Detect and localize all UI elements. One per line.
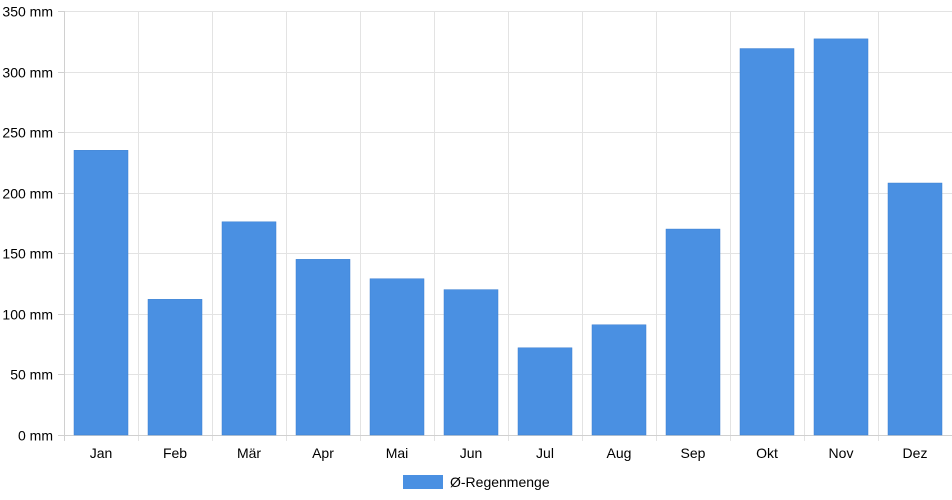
x-tick-labels: Jan Feb Mär Apr Mai Jun Jul Aug Sep Okt Nov Dez [90, 445, 928, 461]
y-tick-label: 100 mm [2, 307, 53, 323]
y-tick-label: 300 mm [2, 65, 53, 81]
legend-label[interactable]: Ø-Regenmenge [450, 474, 550, 490]
bar-jan[interactable] [73, 150, 129, 436]
bar-okt[interactable] [739, 48, 795, 436]
x-tick-label: Aug [607, 445, 632, 461]
bar-mär[interactable] [221, 221, 277, 436]
x-tick-label: Jan [90, 445, 113, 461]
y-tick-labels: 0 mm 50 mm 100 mm 150 mm 200 mm 250 mm 300 mm 3… [2, 4, 53, 444]
x-tick-label: Dez [903, 445, 928, 461]
x-tick-label: Sep [681, 445, 706, 461]
bar-jun[interactable] [443, 289, 499, 436]
x-tick-label: Jun [460, 445, 483, 461]
y-tick-label: 50 mm [10, 367, 53, 383]
grid-lines [64, 11, 952, 441]
bars [73, 38, 943, 436]
x-tick-label: Feb [163, 445, 187, 461]
y-tick-label: 0 mm [18, 428, 53, 444]
bar-apr[interactable] [295, 259, 351, 436]
x-tick-label: Jul [536, 445, 554, 461]
legend-swatch[interactable] [403, 475, 443, 489]
x-tick-label: Apr [312, 445, 334, 461]
y-tick-label: 250 mm [2, 125, 53, 141]
x-tick-label: Mai [386, 445, 409, 461]
bar-dez[interactable] [887, 182, 943, 436]
bar-jul[interactable] [517, 347, 573, 436]
bar-sep[interactable] [665, 228, 721, 436]
axes [58, 11, 952, 441]
bar-feb[interactable] [147, 299, 203, 436]
x-tick-label: Mär [237, 445, 261, 461]
y-tick-label: 350 mm [2, 4, 53, 20]
bar-nov[interactable] [813, 38, 869, 436]
bar-mai[interactable] [369, 278, 425, 436]
x-tick-label: Okt [756, 445, 778, 461]
y-tick-label: 150 mm [2, 246, 53, 262]
y-tick-label: 200 mm [2, 186, 53, 202]
legend[interactable]: Ø-Regenmenge [403, 474, 550, 490]
x-tick-label: Nov [829, 445, 854, 461]
bar-aug[interactable] [591, 324, 647, 436]
